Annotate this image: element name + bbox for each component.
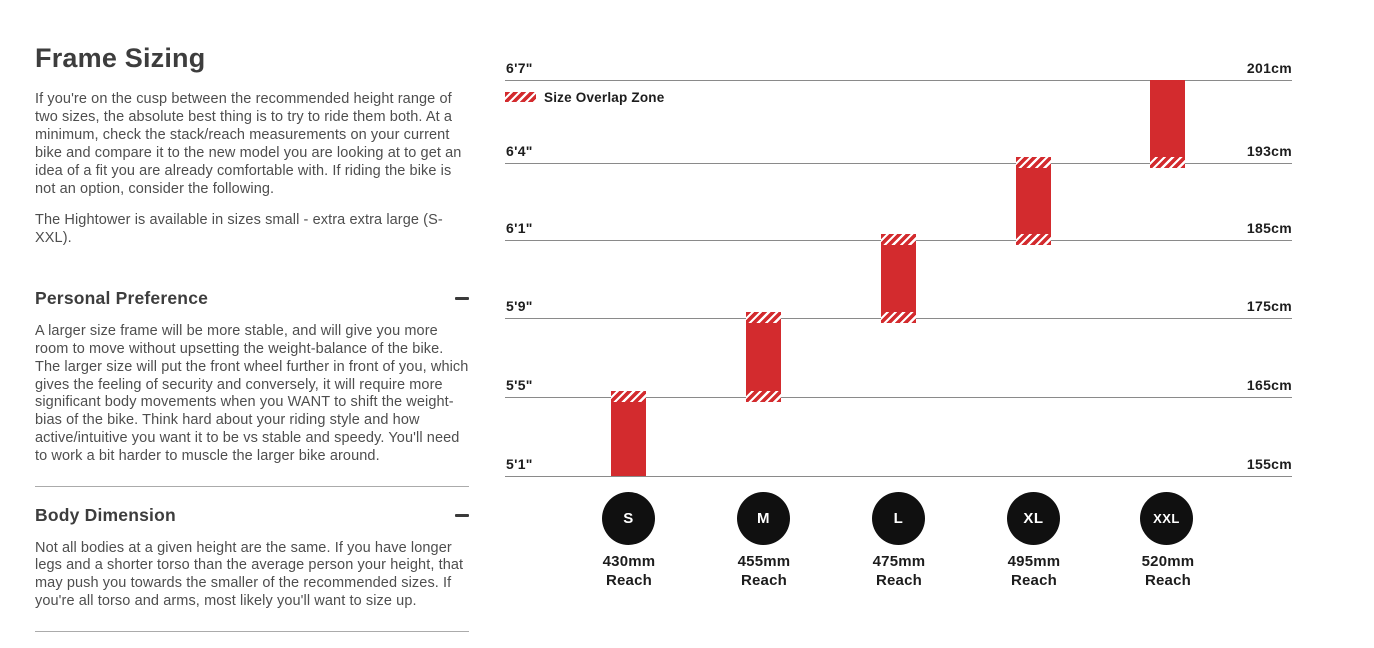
overlap-hatch-bottom: [1150, 157, 1185, 168]
overlap-hatch-top: [1016, 157, 1051, 168]
reach-word: Reach: [605, 571, 653, 589]
divider: [35, 485, 469, 487]
height-label-imperial: 5'9": [506, 298, 533, 314]
height-label-metric: 165cm: [1246, 377, 1292, 393]
height-label-imperial: 6'7": [506, 60, 533, 76]
legend-label: Size Overlap Zone: [544, 89, 665, 105]
overlap-hatch-top: [746, 312, 781, 323]
range-bar-xl: [1016, 157, 1051, 245]
reach-value: 430mm: [602, 553, 656, 570]
reach-label-l: 475mm Reach: [849, 553, 949, 591]
height-label-imperial: 5'1": [506, 456, 533, 472]
reach-value: 495mm: [1007, 553, 1061, 570]
range-bar-l: [881, 234, 916, 323]
section-header-body-dimension[interactable]: Body Dimension: [35, 505, 469, 526]
reach-word: Reach: [1010, 571, 1058, 589]
intro-paragraph: If you're on the cusp between the recomm…: [35, 91, 462, 197]
range-bar-m: [746, 312, 781, 402]
section-body: A larger size frame will be more stable,…: [35, 323, 469, 464]
gridline: [505, 80, 1292, 81]
gridline: [505, 476, 1292, 477]
height-label-metric: 193cm: [1246, 143, 1292, 159]
height-label-imperial: 6'1": [506, 220, 533, 236]
left-column: Frame Sizing If you're on the cusp betwe…: [35, 42, 469, 632]
collapse-minus-icon[interactable]: [455, 297, 469, 301]
height-label-imperial: 5'5": [506, 377, 533, 393]
height-label-metric: 155cm: [1246, 456, 1292, 472]
overlap-zone-swatch-icon: [505, 92, 536, 102]
overlap-hatch-bottom: [1016, 234, 1051, 245]
range-bar-s: [611, 391, 646, 476]
overlap-hatch-bottom: [746, 391, 781, 402]
height-label-metric: 175cm: [1246, 298, 1292, 314]
frame-sizing-chart: 6'7" 6'4" 6'1" 5'9" 5'5" 5'1" 201cm 193c…: [505, 0, 1292, 648]
overlap-hatch-top: [611, 391, 646, 402]
reach-label-xl: 495mm Reach: [984, 553, 1084, 591]
size-badge-l: L: [872, 492, 925, 545]
section-header-personal-preference[interactable]: Personal Preference: [35, 288, 469, 309]
reach-label-s: 430mm Reach: [579, 553, 679, 591]
reach-label-xxl: 520mm Reach: [1118, 553, 1218, 591]
reach-label-m: 455mm Reach: [714, 553, 814, 591]
size-badge-xxl: XXL: [1140, 492, 1193, 545]
reach-word: Reach: [740, 571, 788, 589]
section-title: Body Dimension: [35, 504, 176, 525]
reach-value: 520mm: [1141, 553, 1195, 570]
overlap-hatch-top: [881, 234, 916, 245]
availability-paragraph: The Hightower is available in sizes smal…: [35, 212, 443, 247]
height-label-imperial: 6'4": [506, 143, 533, 159]
size-badge-s: S: [602, 492, 655, 545]
reach-value: 455mm: [737, 553, 791, 570]
size-badge-xl: XL: [1007, 492, 1060, 545]
gridline: [505, 163, 1292, 164]
height-label-metric: 185cm: [1246, 220, 1292, 236]
range-bar-xxl: [1150, 80, 1185, 168]
height-label-metric: 201cm: [1246, 60, 1292, 76]
gridline: [505, 397, 1292, 398]
section-body: Not all bodies at a given height are the…: [35, 539, 464, 610]
reach-word: Reach: [1144, 571, 1192, 589]
size-badge-m: M: [737, 492, 790, 545]
section-body-dimension: Body Dimension Not all bodies at a given…: [35, 505, 469, 632]
reach-word: Reach: [875, 571, 923, 589]
page-title: Frame Sizing: [35, 43, 206, 73]
section-title: Personal Preference: [35, 288, 209, 309]
legend: Size Overlap Zone: [505, 89, 664, 105]
divider: [35, 630, 469, 632]
reach-value: 475mm: [872, 553, 926, 570]
section-personal-preference: Personal Preference A larger size frame …: [35, 288, 469, 487]
collapse-minus-icon[interactable]: [455, 513, 469, 517]
overlap-hatch-bottom: [881, 312, 916, 323]
